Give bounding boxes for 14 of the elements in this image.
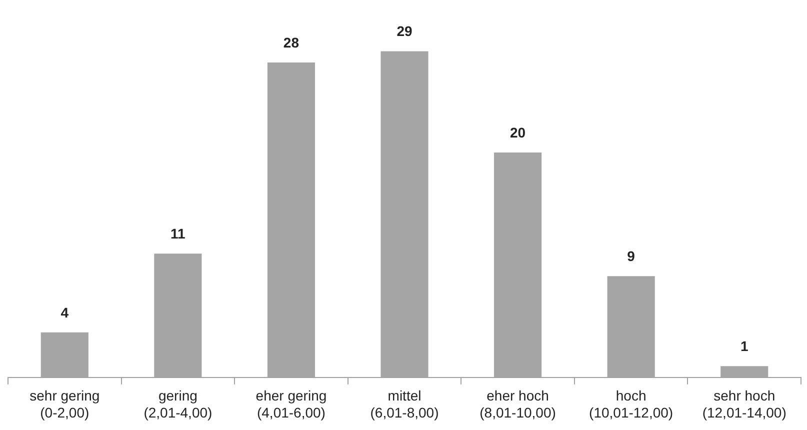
data-label: 29 <box>396 23 412 40</box>
x-tick-label: eher hoch (8,01-10,00) <box>480 388 556 420</box>
data-label: 28 <box>283 34 300 50</box>
x-tick-label: gering (2,01-4,00) <box>144 388 212 420</box>
data-label: 20 <box>510 124 526 140</box>
x-tick-label: sehr gering (0-2,00) <box>30 388 100 420</box>
data-label: 1 <box>740 338 748 354</box>
x-tick-label: sehr hoch (12,01-14,00) <box>702 388 786 420</box>
x-tick-label: eher gering (4,01-6,00) <box>256 388 327 420</box>
data-label: 4 <box>60 304 69 320</box>
data-label: 11 <box>170 226 186 242</box>
x-tick-label: hoch (10,01-12,00) <box>589 388 674 420</box>
x-tick-label: mittel (6,01-8,00) <box>370 388 439 420</box>
data-label: 9 <box>627 248 636 264</box>
